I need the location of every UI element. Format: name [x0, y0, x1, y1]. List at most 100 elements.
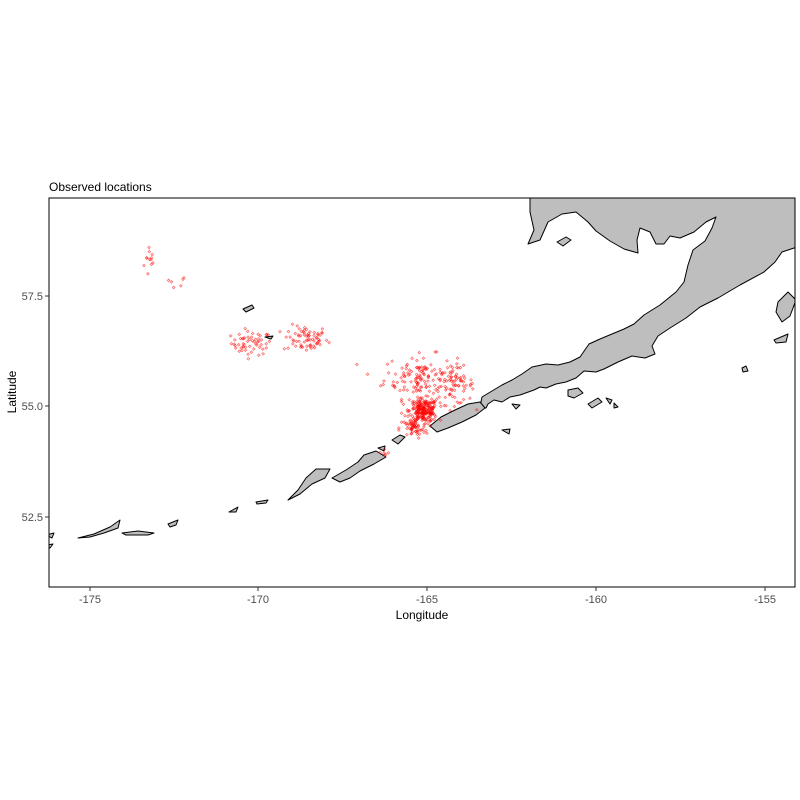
observation-point	[401, 402, 406, 407]
observation-point	[249, 335, 254, 340]
observation-point	[324, 338, 329, 343]
observation-point	[414, 372, 419, 377]
observation-point	[142, 263, 146, 268]
observation-point	[450, 365, 455, 370]
observation-point	[422, 371, 426, 376]
alaska-mainland	[479, 198, 795, 409]
observation-point	[438, 418, 443, 423]
observation-point	[410, 356, 414, 361]
x-axis-title: Longitude	[396, 608, 449, 622]
observation-point	[443, 395, 448, 400]
observation-point	[426, 373, 431, 378]
observation-point	[432, 417, 437, 422]
observation-point	[420, 377, 424, 381]
observation-point	[470, 381, 475, 386]
island-akutan	[391, 434, 406, 445]
observation-point	[229, 341, 234, 346]
observation-point	[302, 340, 307, 344]
observation-point	[256, 339, 261, 344]
observation-point	[240, 348, 244, 353]
observation-point	[260, 347, 265, 351]
observation-point	[452, 379, 457, 383]
observation-point	[304, 327, 309, 332]
observation-point	[418, 389, 423, 393]
map-layer	[49, 198, 795, 587]
observation-point	[150, 252, 155, 257]
observation-point	[290, 341, 295, 346]
observation-point	[461, 389, 466, 393]
observation-point	[448, 377, 453, 382]
observation-point	[413, 411, 418, 415]
observation-point	[291, 338, 296, 343]
island-kodiak-2	[775, 291, 795, 323]
observation-point	[429, 369, 434, 374]
observation-point	[299, 329, 304, 334]
y-tick-label: 55.0	[22, 401, 43, 413]
observation-point	[445, 365, 450, 370]
observation-point	[232, 338, 237, 342]
observation-point	[412, 406, 417, 411]
observation-point	[404, 366, 409, 371]
observation-point	[426, 421, 430, 426]
observation-point	[249, 350, 254, 355]
observation-point	[418, 396, 423, 400]
observation-point	[400, 379, 405, 384]
observation-point	[241, 336, 246, 341]
observation-point	[297, 334, 301, 338]
observation-point	[327, 340, 332, 345]
observation-point	[431, 411, 436, 416]
observation-point	[431, 406, 435, 411]
observation-point	[424, 394, 428, 398]
island-four-mountains	[255, 499, 269, 505]
observation-point	[443, 388, 448, 392]
observation-point	[297, 326, 302, 331]
observation-point	[469, 377, 473, 382]
island-st-paul	[242, 304, 255, 313]
observation-point	[418, 399, 422, 404]
observation-point	[395, 380, 400, 385]
observation-point	[461, 363, 466, 368]
observation-point	[317, 338, 322, 343]
observation-point	[461, 380, 466, 384]
observation-point	[417, 368, 422, 373]
observation-point	[245, 339, 250, 344]
observation-point	[403, 413, 407, 418]
observation-point	[149, 255, 154, 260]
observation-point	[437, 384, 442, 389]
x-tick-label: -155	[754, 594, 776, 606]
observation-point	[454, 365, 459, 370]
observation-point	[427, 411, 432, 415]
observation-point	[414, 384, 419, 389]
observation-point	[385, 362, 390, 367]
observation-point	[407, 419, 412, 423]
x-tick-label: -160	[585, 594, 607, 606]
observation-point	[458, 365, 463, 370]
observation-point	[426, 415, 430, 420]
observation-point	[436, 389, 440, 394]
observation-point	[181, 277, 185, 282]
observation-point	[447, 393, 452, 397]
observation-point	[409, 369, 414, 374]
observation-point	[416, 409, 421, 414]
observation-point	[427, 389, 432, 394]
observation-point	[312, 330, 317, 335]
observation-point	[257, 345, 262, 350]
observation-point	[438, 370, 443, 375]
observation-point	[461, 373, 466, 378]
observation-point	[431, 391, 436, 396]
plot-title: Observed locations	[49, 180, 152, 194]
observation-point	[320, 327, 325, 331]
observation-point	[266, 333, 270, 337]
observation-point	[422, 379, 427, 384]
observation-point	[319, 330, 324, 335]
observation-point	[259, 338, 264, 342]
observation-point	[428, 404, 432, 409]
observation-point	[448, 364, 453, 368]
observation-point	[246, 352, 250, 357]
observation-point	[423, 421, 427, 426]
observation-point	[386, 451, 391, 455]
umnak-island	[287, 468, 331, 501]
observation-point	[421, 356, 426, 361]
observation-point	[415, 365, 420, 370]
observation-point	[405, 388, 410, 393]
